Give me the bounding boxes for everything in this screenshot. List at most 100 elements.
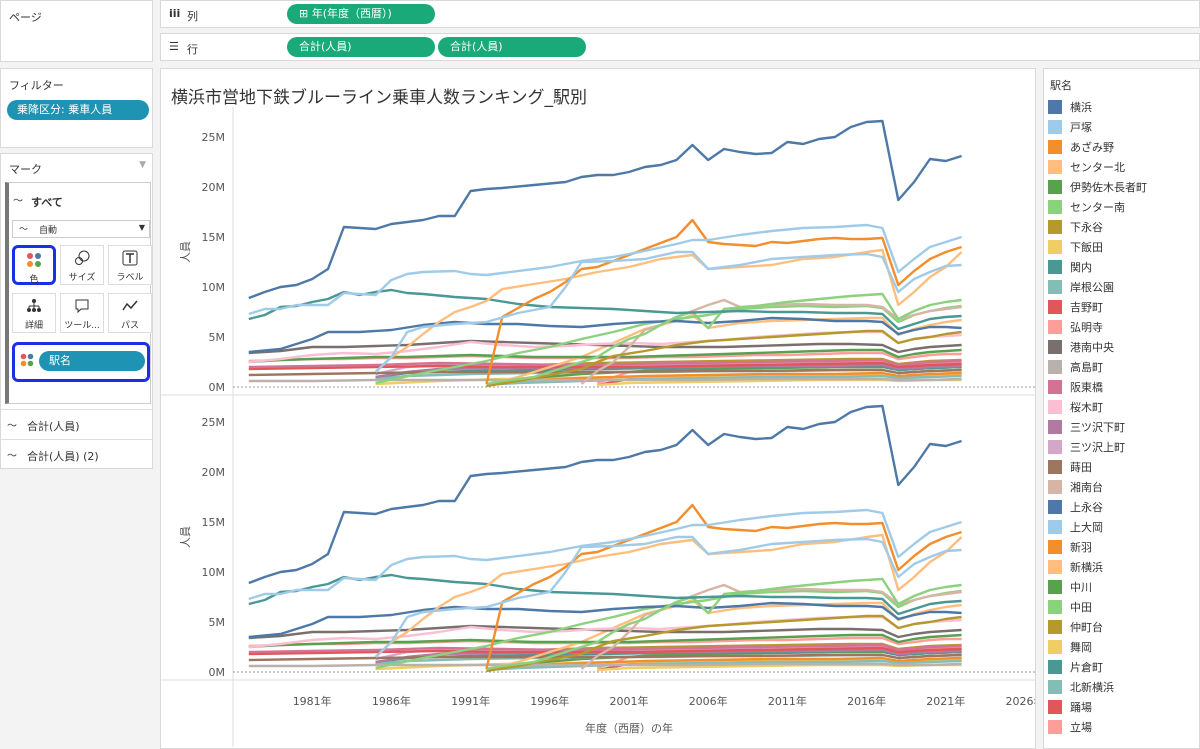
legend-item[interactable]: 桜木町 [1044, 397, 1199, 417]
legend-item[interactable]: 仲町台 [1044, 617, 1199, 637]
legend-item[interactable]: 三ツ沢上町 [1044, 437, 1199, 457]
series-line[interactable] [486, 329, 962, 388]
measure-2-label: 合計(人員) (2) [27, 450, 99, 463]
series-line[interactable] [486, 577, 962, 671]
series-line[interactable] [485, 503, 962, 670]
legend-item[interactable]: 北新横浜 [1044, 677, 1199, 697]
chart-panel: 横浜市営地下鉄ブルーライン乗車人数ランキング_駅別 0M 5M 10M 15M 20M 2… [160, 68, 1036, 749]
legend-item[interactable]: 中川 [1044, 577, 1199, 597]
series-line[interactable] [486, 374, 962, 387]
series-line[interactable] [248, 601, 962, 639]
year-pill[interactable]: ⊞ 年(年度（西暦）) [287, 4, 435, 24]
legend-item[interactable]: 阪東橋 [1044, 377, 1199, 397]
legend-item[interactable]: 湘南台 [1044, 477, 1199, 497]
series-line[interactable] [374, 250, 962, 373]
legend-swatch [1048, 180, 1062, 194]
series-line[interactable] [486, 292, 962, 386]
rows-shelf[interactable]: ☰ 行 合計(人員) 合計(人員) [160, 33, 1200, 61]
line-chart[interactable]: 0M 5M 10M 15M 20M 25M 人員 0M 5M 10M 15M 20M 25M 人員 1981… [161, 107, 1035, 747]
series-line[interactable] [248, 653, 962, 662]
path-icon [109, 294, 151, 318]
legend-item[interactable]: 下飯田 [1044, 237, 1199, 257]
color-encoding-row[interactable]: 駅名 [12, 342, 150, 382]
series-line[interactable] [248, 288, 962, 331]
legend-item[interactable]: 高島町 [1044, 357, 1199, 377]
legend-title: 駅名 [1050, 79, 1072, 92]
rows-pill-2[interactable]: 合計(人員) [438, 37, 586, 57]
color-icon [15, 248, 53, 272]
series-line[interactable] [248, 361, 962, 371]
series-line[interactable] [248, 643, 962, 654]
label-button[interactable]: ラベル [108, 245, 152, 285]
legend-swatch [1048, 380, 1062, 394]
marks-all-tab[interactable]: 〜 すべて 〜 自動 ▼ 色 サイズ ラベル [5, 182, 152, 404]
series-line[interactable] [248, 223, 962, 316]
legend-item[interactable]: 上永谷 [1044, 497, 1199, 517]
legend-item[interactable]: 新横浜 [1044, 557, 1199, 577]
legend-item[interactable]: 踊場 [1044, 697, 1199, 717]
legend-item[interactable]: センター南 [1044, 197, 1199, 217]
x-tick-label: 2006年 [689, 694, 728, 708]
path-button[interactable]: パス [108, 293, 152, 333]
series-line[interactable] [248, 404, 962, 585]
legend-item[interactable]: あざみ野 [1044, 137, 1199, 157]
legend-label: 中川 [1070, 581, 1092, 594]
rows-pill-1[interactable]: 合計(人員) [287, 37, 435, 57]
measure-row-2[interactable]: 〜 合計(人員) (2) [1, 439, 152, 468]
series-line[interactable] [248, 646, 962, 656]
legend-item[interactable]: 伊勢佐木長者町 [1044, 177, 1199, 197]
series-line[interactable] [486, 659, 962, 672]
series-line[interactable] [374, 533, 963, 658]
legend-item[interactable]: 蒔田 [1044, 457, 1199, 477]
mark-type-select[interactable]: 〜 自動 ▼ [12, 220, 150, 238]
color-button[interactable]: 色 [12, 245, 56, 285]
detail-button[interactable]: 詳細 [12, 293, 56, 333]
legend-item[interactable]: 中田 [1044, 597, 1199, 617]
series-line[interactable] [486, 614, 962, 673]
series-line[interactable] [248, 358, 962, 369]
series-line[interactable] [248, 624, 962, 640]
legend-item[interactable]: 片倉町 [1044, 657, 1199, 677]
series-line[interactable] [248, 573, 962, 616]
filter-pill[interactable]: 乗降区分: 乗車人員 [7, 100, 149, 120]
legend-swatch [1048, 620, 1062, 634]
series-line[interactable] [374, 535, 962, 658]
legend-swatch [1048, 400, 1062, 414]
station-color-pill[interactable]: 駅名 [39, 351, 145, 371]
series-line[interactable] [248, 368, 962, 377]
series-line[interactable] [248, 119, 962, 300]
legend-item[interactable]: 弘明寺 [1044, 317, 1199, 337]
legend-item[interactable]: 吉野町 [1044, 297, 1199, 317]
series-line[interactable] [248, 508, 962, 601]
legend-item[interactable]: 舞岡 [1044, 637, 1199, 657]
legend-item[interactable]: 立場 [1044, 717, 1199, 737]
series-line[interactable] [374, 248, 963, 373]
series-line[interactable] [248, 348, 962, 364]
marks-menu-icon[interactable]: ▼ [139, 160, 146, 170]
legend-label: 港南中央 [1070, 341, 1114, 354]
legend-item[interactable]: 新羽 [1044, 537, 1199, 557]
legend-item[interactable]: 上大岡 [1044, 517, 1199, 537]
legend-item[interactable]: 港南中央 [1044, 337, 1199, 357]
tooltip-button[interactable]: ツール... [60, 293, 104, 333]
legend-item[interactable]: 三ツ沢下町 [1044, 417, 1199, 437]
legend-item[interactable]: 関内 [1044, 257, 1199, 277]
columns-shelf[interactable]: iii 列 ⊞ 年(年度（西暦）) [160, 0, 1200, 28]
legend-label: 桜木町 [1070, 401, 1103, 414]
legend-swatch [1048, 660, 1062, 674]
legend-item[interactable]: 岸根公園 [1044, 277, 1199, 297]
legend-item[interactable]: 横浜 [1044, 97, 1199, 117]
series-line[interactable] [248, 316, 962, 354]
measure-row-1[interactable]: 〜 合計(人員) [1, 409, 152, 438]
series-line[interactable] [485, 218, 962, 385]
legend-label: 弘明寺 [1070, 321, 1103, 334]
series-line[interactable] [248, 339, 962, 355]
legend-label: 上永谷 [1070, 501, 1103, 514]
size-button[interactable]: サイズ [60, 245, 104, 285]
marks-label: マーク [9, 163, 42, 176]
series-line[interactable] [248, 633, 962, 649]
legend-label: センター北 [1070, 161, 1125, 174]
legend-item[interactable]: 下永谷 [1044, 217, 1199, 237]
legend-item[interactable]: 戸塚 [1044, 117, 1199, 137]
legend-item[interactable]: センター北 [1044, 157, 1199, 177]
